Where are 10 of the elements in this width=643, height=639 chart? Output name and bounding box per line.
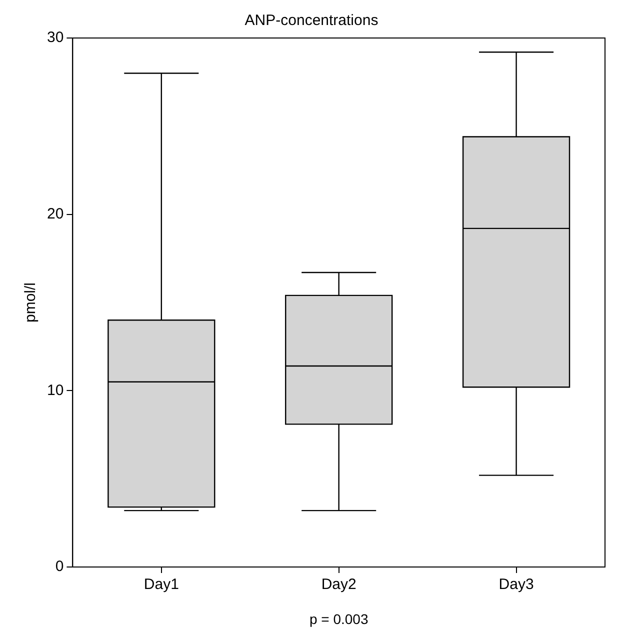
y-tick-label: 20 [46, 205, 64, 222]
y-tick-label: 30 [46, 29, 64, 46]
y-tick-label: 10 [46, 382, 64, 399]
x-tick-label: Day2 [321, 576, 356, 594]
x-tick-label: Day1 [144, 576, 179, 594]
y-axis-title: pmol/l [22, 282, 40, 323]
text: p = 0.003 [309, 610, 368, 627]
chart-title: ANP-concentrations [244, 12, 378, 30]
x-tick-label: Day3 [498, 576, 534, 594]
y-tick-label: 0 [55, 558, 64, 576]
